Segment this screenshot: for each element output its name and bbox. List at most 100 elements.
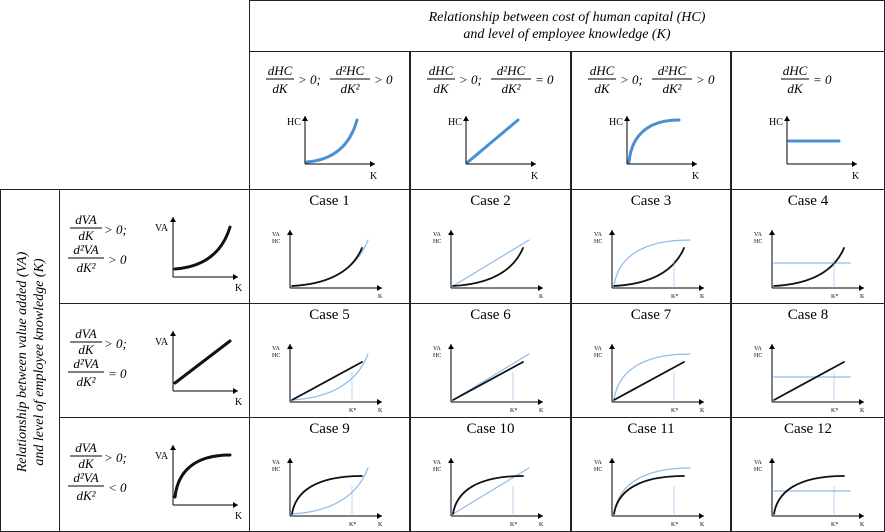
columns.2-f2-num: d²HC <box>658 63 687 78</box>
case-title: Case 4 <box>787 193 829 209</box>
case-title: Case 7 <box>630 307 672 323</box>
k-star-label: K* <box>671 522 678 528</box>
case-graph-11-y-arrow <box>609 458 615 463</box>
va-curve <box>773 361 845 401</box>
row-f2-num: d²VA <box>73 470 98 485</box>
row-rel2: = 0 <box>108 366 127 381</box>
k-axis-label: K <box>539 522 544 528</box>
va-graph-3: VA K <box>155 445 243 522</box>
va-hc-label-top: VA <box>433 232 442 238</box>
case-cell-10: Case 10 VA HC K K* <box>410 417 571 532</box>
hc-graph-4-x-arrow <box>852 161 857 167</box>
columns.1-formula: dHC dK > 0; d²HC dK² = 0 <box>423 59 573 113</box>
va-graph-2-y-arrow <box>170 331 176 336</box>
columns.0-f1-num: dHC <box>268 63 293 78</box>
case-graph-5-y-arrow <box>287 344 293 349</box>
va-axis-label: VA <box>155 337 169 348</box>
hc-graph-3-y-arrow <box>624 116 630 121</box>
columns.1-formula-svg: dHC dK > 0; d²HC dK² = 0 <box>427 63 554 96</box>
va-hc-label-bottom: HC <box>433 239 441 245</box>
row-f1-den: dK <box>78 456 95 471</box>
case-cell-9: Case 9 VA HC K K* <box>249 417 410 532</box>
va-hc-label-top: VA <box>433 460 442 466</box>
hc-graph-3-x-arrow <box>692 161 697 167</box>
case-graph-11-x-arrow <box>699 513 704 519</box>
hc-axis-label: HC <box>287 117 301 128</box>
column-header-line1: Relationship between cost of human capit… <box>428 10 706 25</box>
va-hc-label-top: VA <box>272 346 281 352</box>
columns.2-f2-den: dK² <box>662 81 682 96</box>
va-curve <box>291 361 363 401</box>
column-header-line2: and level of employee knowledge (K) <box>463 27 671 42</box>
hc-curve <box>613 239 691 287</box>
k-axis-label: K <box>378 522 383 528</box>
va-curve <box>613 361 685 401</box>
va-hc-label-bottom: HC <box>272 239 280 245</box>
row-f2-num: d²VA <box>73 356 98 371</box>
k-axis-label: K <box>860 522 865 528</box>
column-cell-3: dHC dK > 0; d²HC dK² > 0 HC K <box>571 51 731 190</box>
case-graph-10-x-arrow <box>538 513 543 519</box>
hc-axis-label: HC <box>769 117 783 128</box>
hc-graph-1-x-arrow <box>370 161 375 167</box>
case-graph-8-y-arrow <box>769 344 775 349</box>
column-cell-1: dHC dK > 0; d²HC dK² > 0 HC K <box>249 51 410 190</box>
columns.3-formula-svg: dHC dK = 0 <box>781 63 832 96</box>
hc-curve <box>613 353 691 401</box>
row-cell-3: dVA dK > 0; d²VA dK² < 0 VA K <box>59 417 250 532</box>
va-curve <box>173 225 232 271</box>
k-axis-label: K <box>235 283 243 294</box>
va-curve <box>291 475 363 515</box>
columns.2-formula-svg: dHC dK > 0; d²HC dK² > 0 <box>588 63 715 96</box>
case-graph-6-x-arrow <box>538 399 543 405</box>
va-hc-label-top: VA <box>272 232 281 238</box>
hc-graph-4: HC K <box>769 116 860 182</box>
k-axis-label: K <box>700 408 705 414</box>
case-graph-2-x-arrow <box>538 285 543 291</box>
case-cell-4: Case 4 VA HC K K* <box>731 189 885 304</box>
columns.1-rel2: = 0 <box>535 72 554 87</box>
case-cell-12: Case 12 VA HC K K* <box>731 417 885 532</box>
case-title: Case 8 <box>787 307 829 323</box>
case-cell-3: Case 3 VA HC K K* <box>571 189 731 304</box>
case-graph-9-x-arrow <box>377 513 382 519</box>
hc-curve <box>305 118 359 164</box>
va-axis-label: VA <box>155 223 169 234</box>
va-hc-label-top: VA <box>754 232 763 238</box>
column-cell-2: dHC dK > 0; d²HC dK² = 0 HC K <box>410 51 571 190</box>
columns.0-f1-den: dK <box>272 81 289 96</box>
va-hc-label-top: VA <box>594 460 603 466</box>
case-graph-2-y-arrow <box>448 230 454 235</box>
case-graph-4-y-arrow <box>769 230 775 235</box>
k-axis-label: K <box>531 171 539 182</box>
va-hc-label-bottom: HC <box>594 353 602 359</box>
va-curve <box>773 247 845 287</box>
column-cell-4: dHC dK = 0 HC K <box>731 51 885 190</box>
row-header-line2: and level of employee knowledge (K) <box>32 258 47 466</box>
k-star-label: K* <box>671 294 678 300</box>
column-header: Relationship between cost of human capit… <box>249 0 885 52</box>
row-header-line1: Relationship between value added (VA) <box>15 251 30 473</box>
columns.3-formula: dHC dK = 0 <box>777 59 885 113</box>
va-curve <box>773 475 845 515</box>
va-graph-1: VA K <box>155 217 243 294</box>
columns.2-f1-num: dHC <box>590 63 615 78</box>
case-title: Case 6 <box>470 307 511 323</box>
case-title: Case 10 <box>466 421 515 437</box>
va-curve <box>613 247 685 287</box>
k-axis-label: K <box>700 522 705 528</box>
k-axis-label: K <box>539 408 544 414</box>
k-axis-label: K <box>370 171 378 182</box>
va-graph-3-x-arrow <box>233 502 238 508</box>
columns.1-f1-den: dK <box>433 81 450 96</box>
case-graph-6-y-arrow <box>448 344 454 349</box>
row-f1-den: dK <box>78 342 95 357</box>
